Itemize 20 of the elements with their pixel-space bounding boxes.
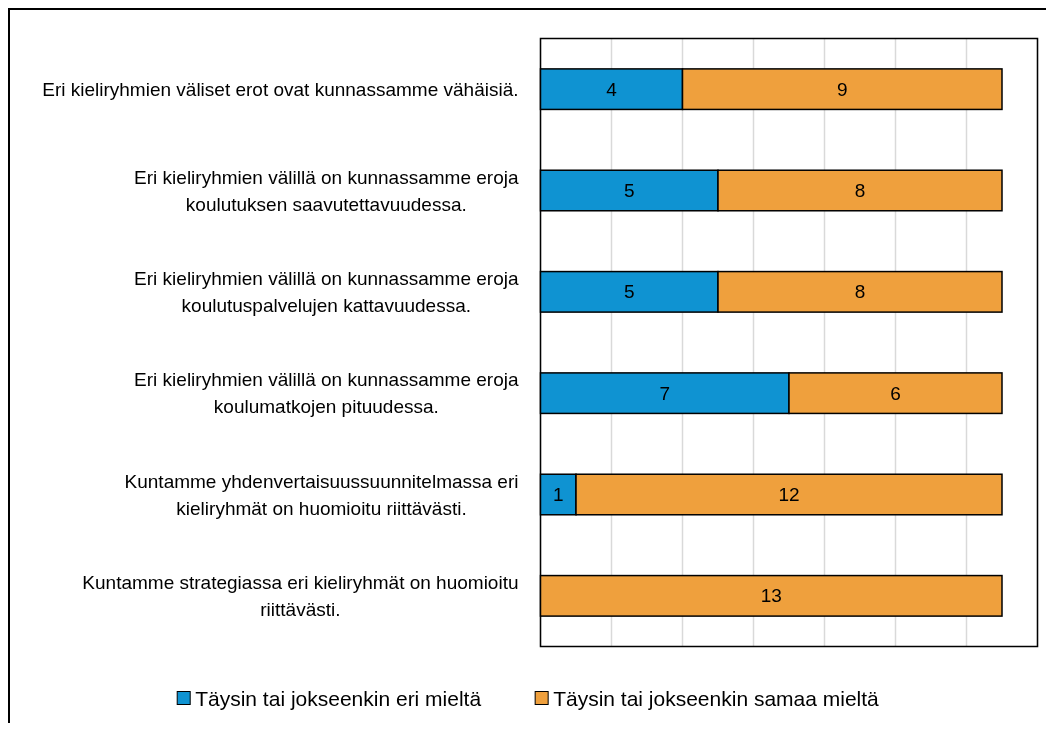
data-label: 13	[760, 585, 782, 607]
y-tick-label: Eri kieliryhmien välillä on kunnassamme eroja koulumatkojen pituudessa.	[134, 369, 519, 418]
data-label: 5	[623, 281, 635, 303]
y-tick-label: Eri kieliryhmien välillä on kunnassamme eroja koulutuksen saavutettavuudessa.	[134, 166, 519, 215]
y-tick-label: Eri kieliryhmien väliset erot ovat kunnassamme vähäisiä.	[42, 78, 519, 100]
data-label: 8	[854, 281, 866, 303]
data-label: 7	[659, 382, 671, 404]
y-tick-label: Kuntamme strategiassa eri kieliryhmät on huomioitu riittävästi.	[82, 571, 519, 620]
data-label: 1	[552, 484, 564, 505]
data-label: 6	[890, 382, 901, 404]
legend-label: Täysin tai jokseenkin eri mieltä	[195, 686, 482, 710]
y-tick-label: Kuntamme yhdenvertaisuussuunnitelmassa eri kieliryhmät on huomioitu riittävästi.	[124, 470, 519, 519]
data-label: 9	[836, 78, 848, 100]
data-label: 5	[623, 180, 635, 201]
data-label: 8	[854, 180, 866, 201]
data-label: 12	[778, 484, 800, 505]
data-label: 4	[606, 78, 618, 100]
legend-label: Täysin tai jokseenkin samaa mieltä	[553, 686, 880, 710]
y-tick-label: Eri kieliryhmien välillä on kunnassamme eroja koulutuspalvelujen kattavuudessa.	[134, 267, 519, 316]
bar	[539, 574, 1003, 617]
